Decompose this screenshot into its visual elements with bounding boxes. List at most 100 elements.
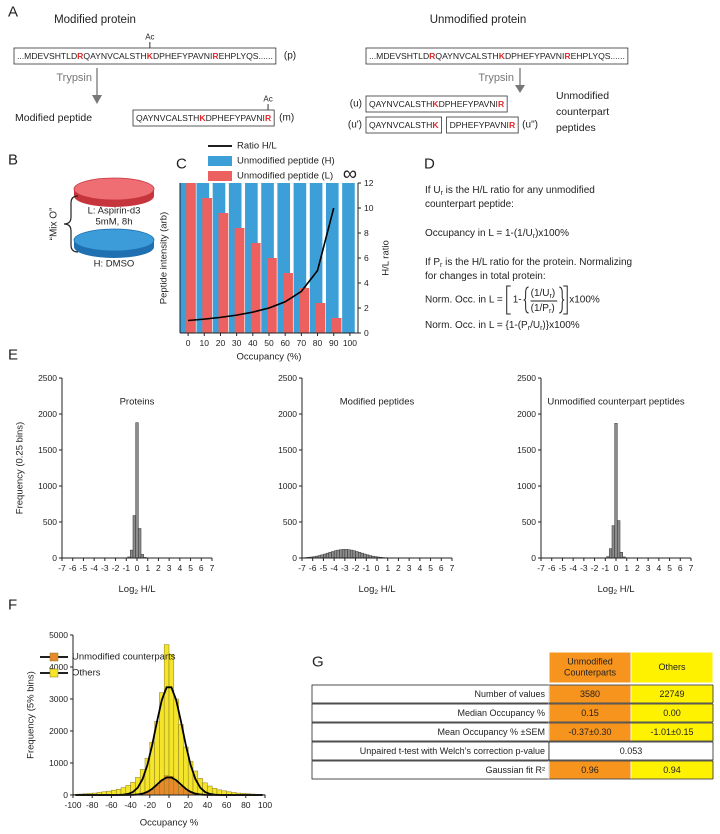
y-tick-label: 4000 (49, 662, 68, 672)
x-tick-label: 50 (264, 338, 274, 348)
bar (325, 183, 339, 333)
dish-top (73, 177, 155, 201)
dish-top (73, 228, 155, 252)
x-tick-label: 0 (375, 563, 380, 573)
heading: Modified protein (54, 14, 136, 26)
histogram-bar (339, 549, 343, 559)
histogram-bar (168, 653, 175, 796)
panel-letter: G (312, 654, 324, 671)
text-part: r (441, 190, 444, 197)
row-label: Number of values (474, 689, 545, 699)
y-tick-label: 5000 (49, 630, 68, 640)
legend-swatch (208, 156, 232, 166)
modification-label: Ac (145, 33, 154, 42)
x-tick-label: 60 (280, 338, 290, 348)
formula-line: If Pr is the H/L ratio for the protein. … (425, 257, 632, 269)
y-tick-label: 0 (531, 553, 536, 563)
x-tick-label: 30 (232, 338, 242, 348)
text-part: QAYNVCALSTH (435, 51, 498, 61)
column-header: Others (658, 662, 686, 672)
y-tick-label: 2500 (38, 373, 57, 383)
text-part: Log (359, 584, 375, 595)
tag: (p) (284, 51, 296, 62)
row-label: Median Occupancy % (457, 708, 545, 718)
legend-label: Unmodified peptide (L) (237, 171, 333, 182)
text-part: )}x100% (542, 320, 579, 331)
legend-label: Others (72, 668, 101, 679)
histogram-bar (135, 422, 139, 559)
y2-tick-label: 8 (364, 228, 369, 238)
text-part: Log (598, 584, 614, 595)
text-part: r (533, 233, 536, 240)
histogram-bar (328, 552, 332, 559)
x-tick-label: 3 (167, 563, 172, 573)
histogram-bar (609, 548, 613, 559)
x-tick-label: 3 (646, 563, 651, 573)
column-header: Unmodified (567, 657, 613, 667)
sequence: DPHEFYPAVNIR (450, 120, 516, 130)
tag: (m) (279, 113, 294, 124)
legend-label: Unmodified counterparts (72, 652, 176, 663)
y-tick-label: 1500 (38, 445, 57, 455)
x-tick-label: 0 (167, 800, 172, 810)
row-label: Mean Occupancy % ±SEM (438, 727, 545, 737)
histogram-bar (140, 554, 144, 559)
x-tick-label: -7 (537, 563, 545, 573)
text-part: Log (119, 584, 135, 595)
histogram-bar (323, 553, 327, 559)
cell-value: 0.00 (663, 708, 681, 718)
text-part: ...MDEVSHTLD (369, 51, 429, 61)
sequence: ...MDEVSHTLDRQAYNVCALSTHKDPHEFYPAVNIREHP… (369, 51, 625, 61)
histogram-bar (163, 644, 170, 796)
enzyme-label: Trypsin (478, 72, 514, 84)
heading: Unmodified protein (430, 14, 527, 26)
sequence-box (446, 116, 519, 134)
panel-letter: E (8, 347, 18, 364)
x-tick-label: -60 (105, 800, 118, 810)
label: H: DMSO (94, 259, 135, 270)
histogram-bar (130, 549, 134, 559)
text-part: r (540, 325, 543, 332)
x-tick-label: -40 (124, 800, 137, 810)
histogram-bar (132, 515, 136, 559)
brace (63, 195, 79, 253)
x-tick-label: -6 (69, 563, 77, 573)
x-tick-label: 20 (216, 338, 226, 348)
cell-value: 0.96 (581, 765, 599, 775)
x-tick-label: 80 (241, 800, 251, 810)
y-tick-label: 1500 (517, 445, 536, 455)
legend-label: Ratio H/L (237, 141, 277, 152)
denominator: (1/Pr) (531, 303, 555, 315)
formula-line: for changes in total protein: (425, 271, 546, 282)
text-part: r (528, 325, 531, 332)
y-tick-label: 2500 (278, 373, 297, 383)
line (188, 207, 335, 322)
text-part: QAYNVCALSTH (369, 120, 432, 130)
x-tick-label: 20 (183, 800, 193, 810)
highlight: R (212, 51, 219, 61)
highlight: K (499, 51, 506, 61)
x-tick-label: 4 (656, 563, 661, 573)
histogram-bar (325, 552, 330, 559)
text-part: QAYNVCALSTH (83, 51, 146, 61)
cell-value: 0.053 (620, 746, 643, 756)
y-tick-label: 1000 (517, 481, 536, 491)
text-part: Occupancy in L = 1-(1/U (425, 228, 533, 239)
bar (283, 273, 293, 333)
text-part: counterpart peptide: (425, 199, 514, 210)
text-part: H/L (138, 584, 155, 595)
histogram-bar (363, 553, 367, 559)
x-tick-label: -4 (330, 563, 338, 573)
x-tick-label: 6 (678, 563, 683, 573)
arrow-head (92, 95, 102, 104)
sequence: QAYNVCALSTHK (369, 120, 439, 130)
dish-heavy (73, 228, 155, 258)
x-tick-label: -4 (90, 563, 98, 573)
chart-title: Unmodified counterpart peptides (547, 397, 685, 408)
x-tick-label: 60 (222, 800, 232, 810)
x-tick-label: -5 (320, 563, 328, 573)
bar (234, 228, 245, 333)
text-part: 2 (374, 589, 378, 596)
sequence: QAYNVCALSTHKDPHEFYPAVNIR (369, 99, 505, 109)
